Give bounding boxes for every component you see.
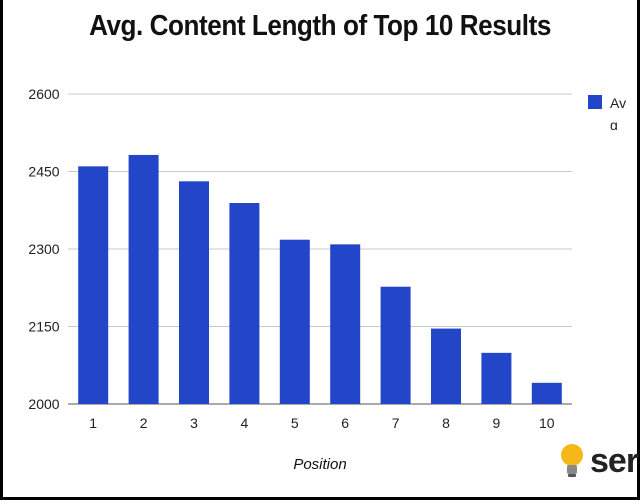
logo: ser xyxy=(558,438,640,484)
x-tick-label: 10 xyxy=(539,415,555,431)
logo-text: ser xyxy=(590,442,639,480)
bar xyxy=(380,286,411,404)
y-tick-label: 2150 xyxy=(28,319,59,335)
x-tick-label: 6 xyxy=(341,415,349,431)
bar xyxy=(531,382,562,404)
y-tick-label: 2450 xyxy=(28,164,59,180)
lightbulb-icon xyxy=(561,444,583,477)
bar xyxy=(179,181,209,404)
legend: Avg Length xyxy=(588,90,640,130)
bar xyxy=(128,154,159,404)
bar xyxy=(330,244,361,404)
legend-swatch xyxy=(588,95,602,109)
x-axis-label: Position xyxy=(293,456,347,473)
y-tick-label: 2000 xyxy=(28,396,59,412)
bar xyxy=(431,328,461,404)
bar xyxy=(279,239,310,404)
y-tick-label: 2600 xyxy=(28,86,59,102)
x-tick-label: 7 xyxy=(392,415,400,431)
bar xyxy=(78,166,109,404)
x-tick-label: 3 xyxy=(190,415,198,431)
bar xyxy=(481,352,512,404)
x-tick-label: 1 xyxy=(89,415,97,431)
x-tick-label: 4 xyxy=(241,415,249,431)
y-tick-label: 2300 xyxy=(28,241,59,257)
x-tick-label: 2 xyxy=(140,415,148,431)
chart-title: Avg. Content Length of Top 10 Results xyxy=(89,10,551,42)
x-tick-label: 5 xyxy=(291,415,299,431)
x-tick-label: 9 xyxy=(493,415,501,431)
bar xyxy=(229,203,260,404)
x-tick-label: 8 xyxy=(442,415,450,431)
legend-label: Avg Length xyxy=(610,95,627,130)
